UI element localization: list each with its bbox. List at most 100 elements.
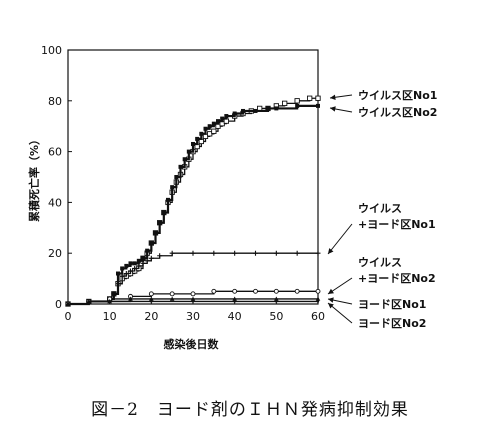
data-point xyxy=(294,288,300,294)
y-tick-label: 60 xyxy=(48,146,62,159)
data-point xyxy=(169,250,175,256)
y-tick-label: 100 xyxy=(41,44,62,57)
series-label-text: ヨード区No1 xyxy=(358,298,426,311)
data-point xyxy=(224,114,229,119)
data-point xyxy=(170,185,175,190)
data-point xyxy=(108,300,111,303)
data-point xyxy=(128,268,133,274)
series-label-text: ウイルス区No1 xyxy=(358,89,437,102)
series-labels: ウイルス区No1 ウイルス区No2 ウイルス+ヨード区No1 ウイルス+ヨード区No2… xyxy=(327,89,437,330)
data-point xyxy=(119,273,125,279)
data-point xyxy=(144,258,150,264)
data-point xyxy=(136,258,141,263)
data-point xyxy=(295,103,300,108)
data-point xyxy=(315,250,321,256)
data-point xyxy=(169,291,175,297)
series-label-text: ヨード区No2 xyxy=(358,317,426,330)
plot-frame xyxy=(67,49,319,305)
y-tick-label: 80 xyxy=(48,95,62,108)
data-point xyxy=(120,266,125,271)
data-point xyxy=(232,296,237,301)
data-point xyxy=(207,124,212,129)
label-arrow-head xyxy=(328,248,334,254)
data-point xyxy=(150,300,153,303)
data-point xyxy=(123,271,129,277)
data-point xyxy=(274,106,279,111)
data-point xyxy=(294,98,300,104)
data-point xyxy=(315,288,321,294)
data-point xyxy=(315,95,321,101)
data-point xyxy=(195,136,200,141)
x-tick-label: 40 xyxy=(228,310,242,323)
label-arrow-head xyxy=(328,303,334,309)
series-label-text: ウイルス区No2 xyxy=(358,106,437,119)
data-point xyxy=(191,300,195,303)
data-point xyxy=(161,210,166,215)
y-tick-label: 0 xyxy=(55,298,62,311)
data-point xyxy=(145,248,150,253)
data-point xyxy=(307,95,313,101)
series-label-5: ヨード区No1 xyxy=(327,297,426,311)
series-1 xyxy=(65,95,321,307)
data-point xyxy=(166,197,170,202)
data-point xyxy=(141,256,145,261)
series-label-text: ウイルス+ヨード区No1 xyxy=(358,202,436,231)
data-point xyxy=(316,103,320,108)
series-layer xyxy=(65,95,321,307)
data-point xyxy=(132,265,138,271)
data-point xyxy=(149,241,154,246)
data-point xyxy=(211,121,216,126)
data-point xyxy=(253,288,258,294)
data-point xyxy=(148,255,154,261)
data-point xyxy=(66,302,70,306)
data-point xyxy=(157,220,162,225)
data-point xyxy=(178,164,183,169)
data-point xyxy=(216,119,220,124)
data-point xyxy=(274,296,279,301)
data-point xyxy=(232,250,238,256)
data-point xyxy=(128,296,133,301)
data-point xyxy=(182,157,187,162)
series-label-text: ウイルス+ヨード区No2 xyxy=(358,256,436,285)
series-label-4: ウイルス+ヨード区No2 xyxy=(327,256,436,295)
series-6 xyxy=(66,300,320,306)
data-point xyxy=(316,300,320,303)
series-label-3: ウイルス+ヨード区No1 xyxy=(327,202,436,255)
y-axis-label: 累積死亡率（%） xyxy=(27,134,41,222)
x-tick-label: 0 xyxy=(65,310,72,323)
y-tick-label: 40 xyxy=(48,196,62,209)
label-arrow-head xyxy=(328,288,334,294)
data-point xyxy=(190,250,196,256)
series-line xyxy=(68,104,318,306)
data-point xyxy=(253,250,258,256)
label-arrow-line xyxy=(327,223,353,255)
data-point xyxy=(315,296,321,301)
data-point xyxy=(116,271,120,276)
data-point xyxy=(190,291,196,297)
data-point xyxy=(157,253,163,259)
data-point xyxy=(232,288,238,294)
data-point xyxy=(211,250,217,256)
data-point xyxy=(199,131,204,136)
axes: 0 10 20 30 40 50 60 0 20 40 60 80 100 xyxy=(41,44,325,323)
data-point xyxy=(136,263,142,269)
data-point xyxy=(241,108,245,113)
series-label-2: ウイルス区No2 xyxy=(329,106,437,119)
data-point xyxy=(115,281,121,287)
x-tick-label: 20 xyxy=(144,310,158,323)
data-point xyxy=(190,296,196,301)
series-2 xyxy=(66,103,320,306)
data-point xyxy=(266,106,270,111)
data-point xyxy=(211,128,217,134)
data-point xyxy=(149,296,154,301)
data-point xyxy=(191,141,195,146)
data-point xyxy=(275,300,278,303)
x-tick-label: 30 xyxy=(186,310,200,323)
data-point xyxy=(220,116,225,121)
series-label-6: ヨード区No2 xyxy=(327,302,426,330)
data-point xyxy=(186,149,191,154)
series-label-1: ウイルス区No1 xyxy=(329,89,437,102)
x-tick-label: 10 xyxy=(103,310,117,323)
y-tick-label: 20 xyxy=(48,247,62,260)
